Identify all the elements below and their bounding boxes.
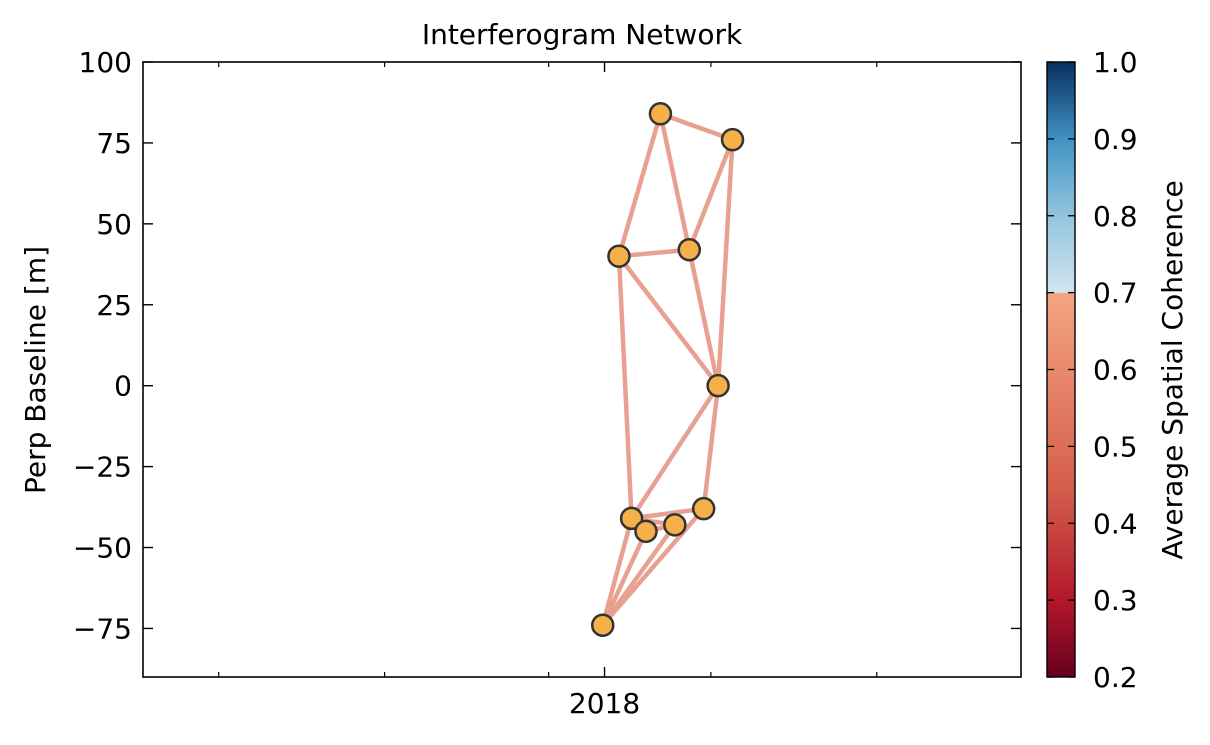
colorbar-tick-label: 0.7: [1093, 277, 1138, 310]
y-tick-label: 0: [114, 370, 132, 403]
network-edge: [658, 111, 692, 252]
y-axis-label: Perp Baseline [m]: [19, 246, 52, 494]
network-node: [720, 127, 745, 152]
network-edge: [629, 506, 706, 521]
colorbar-tick-label: 1.0: [1093, 46, 1138, 79]
network-node: [590, 613, 615, 637]
plot-area: 100 75 50 25 0 −25 −50 −75 2018: [73, 46, 1022, 720]
network-edge: [616, 111, 663, 259]
y-tick-label: 75: [96, 127, 132, 160]
network-edge: [616, 253, 634, 521]
colorbar-tick-label: 0.6: [1093, 354, 1138, 387]
y-tick-label: 100: [79, 46, 132, 79]
network-node: [619, 506, 644, 531]
network-edge: [616, 247, 692, 259]
network-node: [607, 244, 631, 268]
colorbar: 1.0 0.9 0.8 0.7 0.6 0.5 0.4 0.3 0.2: [1046, 46, 1138, 694]
network-edge: [600, 529, 649, 628]
colorbar-low-segment: [1047, 292, 1075, 677]
colorbar-tick-label: 0.2: [1093, 661, 1138, 694]
colorbar-label: Average Spatial Coherence: [1156, 180, 1189, 559]
colorbar-tick-label: 0.8: [1093, 200, 1138, 233]
network-edge: [687, 137, 735, 252]
network-node: [691, 496, 716, 521]
colorbar-tick-label: 0.5: [1093, 430, 1138, 463]
network-edge: [658, 111, 735, 142]
colorbar-high-segment: [1047, 62, 1075, 293]
network-edge: [687, 247, 721, 388]
network-edge: [600, 506, 706, 628]
colorbar-tick-label: 0.4: [1093, 507, 1138, 540]
network-edges: [600, 111, 735, 628]
colorbar-tick-label: 0.3: [1093, 584, 1138, 617]
network-edge: [701, 383, 721, 511]
network-edge: [715, 137, 735, 388]
network-nodes: [590, 102, 745, 637]
chart-title: Interferogram Network: [422, 18, 743, 51]
y-tick-label: −25: [73, 451, 132, 484]
network-node: [634, 519, 658, 544]
plot-frame: [142, 61, 1022, 678]
y-tick-label: −75: [73, 612, 132, 645]
colorbar-tick-label: 0.9: [1093, 123, 1138, 156]
x-tick-label: 2018: [569, 687, 640, 720]
y-tick-label: 25: [96, 289, 132, 322]
network-node: [706, 373, 730, 398]
network-node: [663, 513, 687, 537]
y-tick-label: −50: [73, 532, 132, 565]
network-node: [677, 237, 702, 262]
network-edge: [600, 516, 634, 628]
network-node: [648, 102, 673, 126]
y-tick-label: 50: [96, 208, 132, 241]
network-edge: [616, 253, 721, 388]
network-edge: [629, 383, 721, 521]
